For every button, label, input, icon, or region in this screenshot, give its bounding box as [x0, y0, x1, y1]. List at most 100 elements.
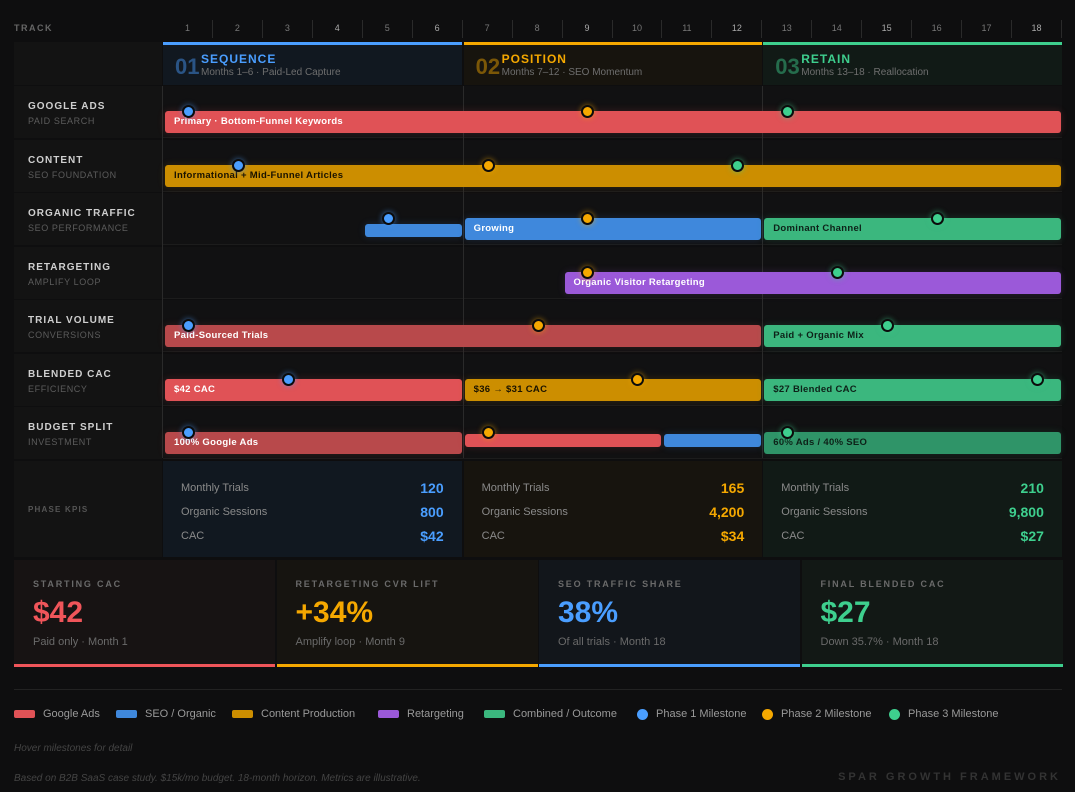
milestone-dot-phase-2[interactable]: [631, 372, 645, 386]
card-label: FINAL BLENDED CAC: [820, 579, 946, 589]
row-subtitle: SEO PERFORMANCE: [28, 223, 129, 233]
row-label: ORGANIC TRAFFIC SEO PERFORMANCE: [14, 193, 162, 245]
kpi-row: CAC $42: [181, 528, 444, 544]
timeline-bar[interactable]: Organic Visitor Retargeting: [564, 271, 1061, 294]
phase-kpis-label: PHASE KPIS: [28, 505, 89, 514]
legend-swatch-icon: [116, 710, 137, 719]
row-title: BLENDED CAC: [28, 368, 112, 380]
milestone-dot-phase-3[interactable]: [1030, 372, 1044, 386]
row-label: GOOGLE ADS PAID SEARCH: [14, 86, 162, 138]
phase-header-2: 02 POSITION Months 7–12 · SEO Momentum: [463, 42, 763, 85]
month-tick: 5: [363, 20, 413, 38]
milestone-dot-phase-1[interactable]: [281, 372, 295, 386]
row-title: TRIAL VOLUME: [28, 315, 115, 326]
kpi-value: 9,800: [1008, 504, 1044, 520]
legend-label: Phase 3 Milestone: [908, 708, 999, 721]
month-tick: 10: [612, 20, 663, 38]
milestone-dot-phase-3[interactable]: [731, 158, 745, 172]
kpi-row: CAC $34: [482, 528, 745, 544]
milestone-dot-phase-3[interactable]: [831, 265, 845, 279]
milestone-dot-phase-2[interactable]: [481, 426, 495, 439]
timeline-bar[interactable]: Paid-Sourced Trials: [165, 325, 762, 347]
phase-name: POSITION: [501, 52, 567, 66]
legend-item: Phase 3 Milestone: [889, 708, 999, 720]
row-title: ORGANIC TRAFFIC: [28, 208, 136, 219]
row-label: TRIAL VOLUME CONVERSIONS: [14, 300, 162, 352]
phase-kpi-panel-3: Monthly Trials 210 Organic Sessions 9,800 CA…: [763, 461, 1062, 557]
phase-name: SEQUENCE: [201, 52, 277, 66]
kpi-label: CAC: [781, 530, 805, 542]
row-title: BUDGET SPLIT: [28, 422, 114, 433]
legend-swatch-icon: [232, 710, 253, 719]
milestone-dot-phase-3[interactable]: [881, 319, 895, 332]
month-tick: 6: [413, 20, 463, 38]
timeline-bar[interactable]: [464, 434, 662, 447]
kpi-row: Monthly Trials 120: [181, 480, 444, 496]
kpi-label: Monthly Trials: [781, 482, 850, 494]
legend-label: Retargeting: [407, 708, 464, 721]
legend-swatch-icon: [378, 710, 399, 719]
timeline-bar[interactable]: [664, 434, 762, 447]
month-tick: 4: [313, 20, 363, 38]
phase-divider: [462, 86, 464, 458]
row-title: RETARGETING: [28, 261, 112, 273]
kpi-label: Monthly Trials: [481, 482, 550, 494]
timeline-bar[interactable]: $36 → $31 CAC: [464, 378, 762, 401]
milestone-dot-phase-3[interactable]: [781, 105, 795, 118]
row-subtitle: PAID SEARCH: [28, 116, 95, 126]
month-tick: 17: [962, 20, 1013, 38]
milestone-dot-phase-1[interactable]: [181, 319, 195, 332]
milestone-dot-phase-1[interactable]: [181, 105, 195, 118]
timeline-bar[interactable]: Primary · Bottom-Funnel Keywords: [165, 111, 1061, 133]
kpi-label: CAC: [181, 530, 205, 542]
timeline-bar[interactable]: 60% Ads / 40% SEO: [764, 432, 1061, 454]
milestone-dot-phase-2[interactable]: [481, 158, 495, 172]
timeline-bar[interactable]: Informational + Mid-Funnel Articles: [165, 164, 1061, 187]
timeline-bar[interactable]: $42 CAC: [165, 378, 462, 401]
phase-number: 02: [475, 54, 501, 79]
timeline-bar[interactable]: Dominant Channel: [764, 218, 1061, 240]
row-subtitle: CONVERSIONS: [28, 330, 102, 340]
legend-swatch-icon: [14, 710, 35, 719]
milestone-dot-phase-3[interactable]: [781, 426, 795, 439]
milestone-dot-phase-2[interactable]: [581, 212, 595, 225]
row-label: CONTENT SEO FOUNDATION: [14, 139, 162, 192]
month-tick: 13: [762, 20, 813, 38]
phase-number: 01: [175, 54, 200, 79]
timeline-bar[interactable]: Paid + Organic Mix: [764, 325, 1061, 347]
milestone-dot-phase-1[interactable]: [231, 158, 245, 172]
kpi-value: $42: [420, 528, 444, 544]
legend-label: SEO / Organic: [145, 708, 216, 721]
card-subtitle: Down 35.7% · Month 18: [820, 636, 939, 648]
card-label: STARTING CAC: [33, 579, 122, 589]
card-subtitle: Amplify loop · Month 9: [295, 636, 405, 648]
milestone-dot-phase-1[interactable]: [181, 426, 195, 439]
milestone-dot-phase-2[interactable]: [531, 319, 545, 332]
milestone-dot-phase-2[interactable]: [581, 105, 595, 118]
kpi-label: Organic Sessions: [481, 506, 568, 518]
month-tick: 15: [862, 20, 913, 38]
legend-swatch-icon: [484, 710, 505, 719]
row-title: CONTENT: [28, 154, 84, 166]
legend-label: Combined / Outcome: [513, 708, 617, 721]
summary-card: SEO TRAFFIC SHARE 38% Of all trials · Mont…: [539, 560, 800, 667]
kpi-label: Organic Sessions: [181, 506, 268, 518]
timeline-bar[interactable]: [364, 224, 462, 237]
legend-item: Content Production: [232, 708, 355, 720]
phase-header-3: 03 RETAIN Months 13–18 · Reallocation: [763, 42, 1062, 85]
timeline-bar[interactable]: $27 Blended CAC: [764, 378, 1061, 401]
milestone-dot-phase-1[interactable]: [381, 212, 395, 225]
summary-card: RETARGETING CVR LIFT +34% Amplify loop · M…: [276, 560, 538, 667]
card-value: +34%: [295, 596, 374, 629]
card-label: RETARGETING CVR LIFT: [295, 579, 440, 589]
timeline-edge: [162, 86, 163, 458]
row-label: BLENDED CAC EFFICIENCY: [14, 353, 162, 406]
month-tick: 14: [812, 20, 863, 38]
timeline-bar[interactable]: Growing: [464, 218, 762, 240]
phase-subtitle: Months 7–12 · SEO Momentum: [501, 67, 643, 78]
milestone-dot-phase-2[interactable]: [581, 265, 595, 279]
timeline-bar[interactable]: 100% Google Ads: [165, 432, 462, 454]
legend-label: Google Ads: [43, 708, 100, 721]
month-tick: 7: [463, 20, 513, 38]
milestone-dot-phase-3[interactable]: [931, 212, 945, 225]
